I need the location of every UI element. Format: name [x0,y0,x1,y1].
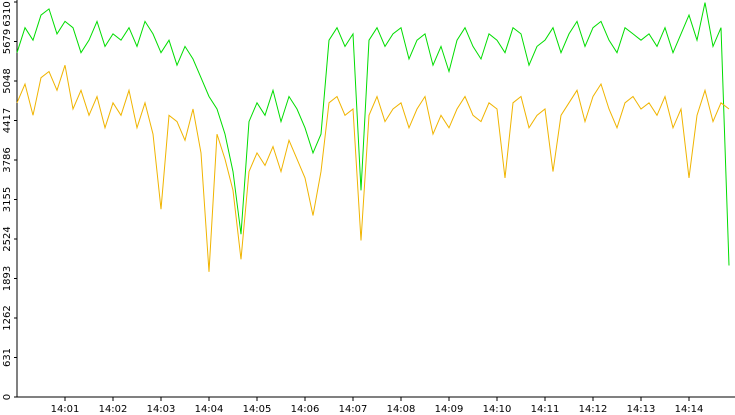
y-tick-label: 631 [2,348,13,367]
y-tick-label: 1262 [2,305,13,330]
x-tick-label: 14:06 [291,404,320,415]
x-tick-label: 14:13 [627,404,656,415]
x-tick-label: 14:03 [147,404,176,415]
x-tick-label: 14:14 [675,404,704,415]
x-tick-label: 14:02 [99,404,128,415]
y-tick-label: 3155 [2,187,13,212]
y-tick-label: 0 [2,394,13,400]
x-tick-label: 14:04 [195,404,224,415]
x-tick-label: 14:12 [579,404,608,415]
x-tick-label: 14:11 [531,404,560,415]
series-line [16,2,730,266]
x-tick-label: 14:05 [243,404,272,415]
series-line [16,65,730,272]
x-tick-label: 14:10 [483,404,512,415]
x-tick-label: 14:08 [387,404,416,415]
y-tick-label: 2524 [2,226,13,251]
x-tick-label: 14:01 [51,404,80,415]
y-tick-label: 3786 [2,147,13,172]
y-tick-label: 6310 [2,1,13,26]
y-tick-label: 1893 [2,266,13,291]
x-tick-label: 14:09 [435,404,464,415]
x-tick-label: 14:07 [339,404,368,415]
y-tick-label: 4417 [2,108,13,133]
y-tick-label: 5679 [2,29,13,54]
y-tick-label: 5048 [2,68,13,93]
